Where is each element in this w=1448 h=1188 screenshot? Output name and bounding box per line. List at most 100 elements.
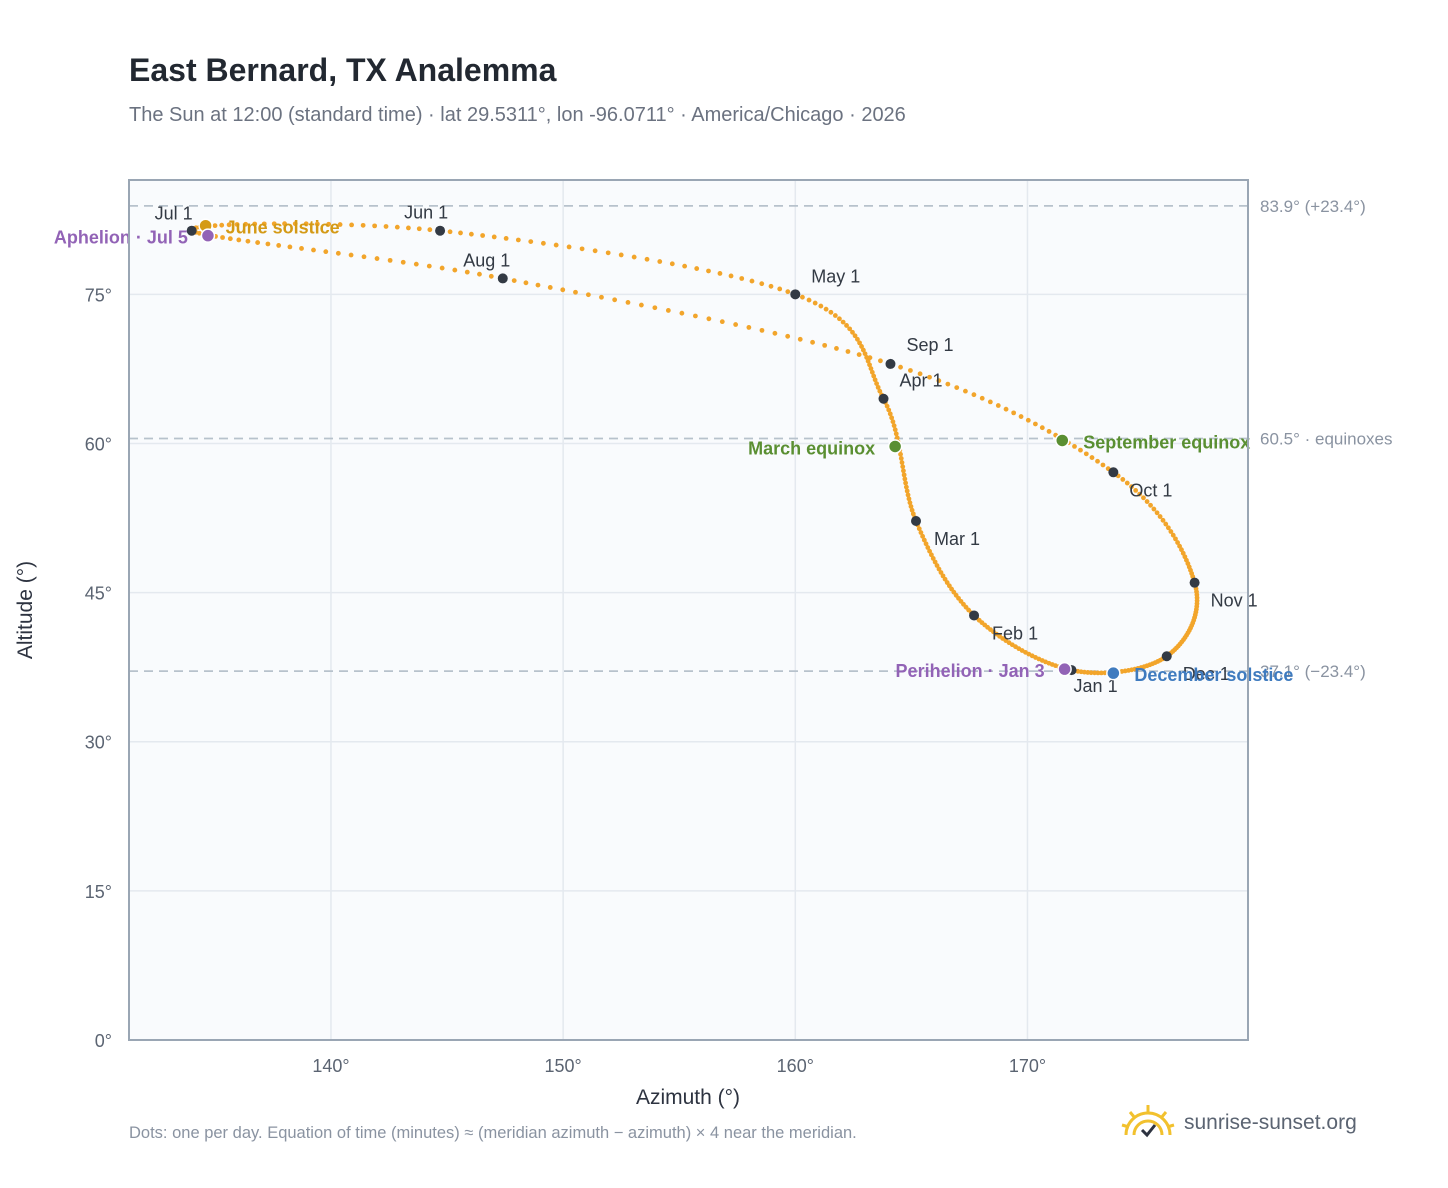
day-dot <box>261 221 267 227</box>
day-dot <box>930 556 936 561</box>
day-dot <box>1144 499 1150 504</box>
day-dot <box>1098 670 1104 676</box>
event-label: December solstice <box>1134 665 1293 685</box>
brand[interactable]: sunrise-sunset.org <box>1120 1103 1357 1143</box>
day-dot <box>923 541 929 547</box>
day-dot <box>276 243 282 248</box>
day-dot <box>945 381 951 387</box>
day-dot <box>917 371 923 377</box>
chart-subtitle: The Sun at 12:00 (standard time) · lat 2… <box>129 104 906 126</box>
day-dot <box>1137 491 1143 497</box>
month-marker <box>878 393 889 404</box>
day-dot <box>785 289 791 295</box>
event-marker <box>1106 665 1121 681</box>
month-label: Jan 1 <box>1074 676 1118 696</box>
day-dot <box>612 297 618 303</box>
day-dot <box>898 456 904 461</box>
day-dot <box>890 419 896 425</box>
month-label: Apr 1 <box>900 371 943 391</box>
day-dot <box>1163 521 1169 527</box>
day-dot <box>682 263 688 269</box>
day-dot <box>872 377 878 383</box>
x-axis-label: Azimuth (°) <box>636 1086 740 1109</box>
day-dot <box>860 347 866 353</box>
day-dot <box>464 269 470 275</box>
day-dot <box>265 241 271 247</box>
day-dot <box>979 395 985 401</box>
day-dot <box>387 257 393 263</box>
day-dot <box>1148 502 1153 508</box>
day-dot <box>523 280 529 286</box>
month-label: Dec 1 <box>1183 664 1230 684</box>
day-dot <box>759 327 765 333</box>
day-dot <box>898 364 903 370</box>
day-dot <box>925 545 931 550</box>
day-dot <box>927 374 932 380</box>
day-dot <box>1025 417 1031 423</box>
day-dot <box>1175 540 1180 545</box>
day-dot <box>706 316 712 322</box>
month-label: May 1 <box>811 266 860 286</box>
sun-logo-icon <box>1121 1105 1175 1138</box>
y-tick-label: 0° <box>95 1031 112 1051</box>
day-dot <box>196 230 202 236</box>
month-marker <box>1108 467 1119 478</box>
day-dot <box>599 294 604 300</box>
day-dot <box>679 310 685 316</box>
event-markers: December solstice June solstice March equi… <box>54 218 1294 685</box>
day-dot <box>477 271 482 277</box>
day-dot <box>1173 536 1178 542</box>
day-dot <box>234 222 240 227</box>
day-dot <box>400 259 406 265</box>
day-dot <box>800 294 805 300</box>
month-label: Feb 1 <box>992 623 1038 643</box>
day-dot <box>669 261 675 267</box>
day-dot <box>1154 510 1160 516</box>
day-dot <box>560 287 566 293</box>
day-dot <box>874 381 879 386</box>
day-dot <box>759 281 765 287</box>
day-dot <box>719 319 725 325</box>
day-dot <box>828 309 834 315</box>
day-dot <box>936 378 942 384</box>
day-dot <box>785 333 791 339</box>
day-dot <box>717 271 723 276</box>
day-dot <box>903 484 909 490</box>
x-tick-label: 140° <box>312 1056 349 1076</box>
day-dot <box>1179 547 1184 553</box>
day-dot <box>547 285 553 290</box>
day-dot <box>857 340 862 346</box>
day-dot <box>618 252 624 258</box>
day-dot <box>337 222 343 227</box>
day-dot <box>901 472 907 478</box>
day-dot <box>1133 487 1139 493</box>
day-dot <box>255 240 261 245</box>
chart-title: East Bernard, TX Analemma <box>129 52 557 88</box>
day-dot <box>898 451 903 457</box>
day-dot <box>837 316 842 322</box>
day-dot <box>1165 525 1171 531</box>
day-dot <box>797 336 803 342</box>
day-dot <box>920 533 926 539</box>
day-dot <box>859 344 864 349</box>
day-dot <box>1072 444 1077 449</box>
day-dot <box>878 358 883 364</box>
day-dot <box>212 223 218 229</box>
day-dot <box>834 346 839 351</box>
event-label: Perihelion · Jan 3 <box>896 661 1045 681</box>
day-dot <box>427 227 433 233</box>
day-dot <box>1089 455 1095 460</box>
event-label: June solstice <box>226 218 340 238</box>
day-dot <box>480 233 486 238</box>
day-dot <box>901 468 906 474</box>
month-marker <box>497 273 508 284</box>
month-marker <box>969 610 980 621</box>
day-dot <box>287 244 293 250</box>
month-marker <box>186 225 197 236</box>
day-dot <box>1095 458 1100 464</box>
month-marker <box>911 516 922 527</box>
day-dot <box>884 403 890 409</box>
day-dot <box>905 492 911 498</box>
day-dot <box>867 362 872 368</box>
day-dot <box>503 236 509 241</box>
